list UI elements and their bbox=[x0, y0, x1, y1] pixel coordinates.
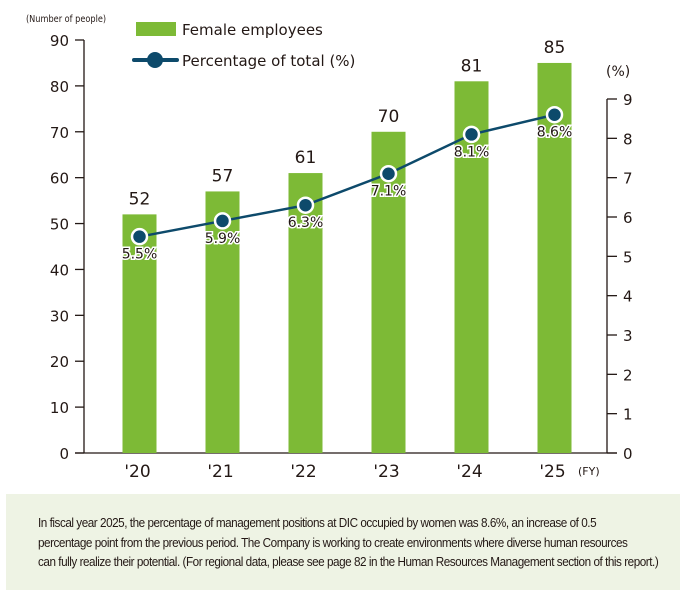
left-axis-tick-label: 80 bbox=[50, 78, 69, 96]
line-value-label: 7.1% bbox=[371, 184, 407, 200]
bar bbox=[537, 62, 572, 453]
left-axis-tick-label: 90 bbox=[50, 32, 69, 50]
right-axis: 0 1 2 3 4 5 6 7 8 9 bbox=[606, 91, 633, 463]
right-axis-tick-label: 1 bbox=[623, 406, 633, 424]
bar-value-label: 70 bbox=[378, 107, 400, 127]
right-axis-tick-label: 7 bbox=[623, 170, 633, 188]
legend: Female employees Percentage of total (%) bbox=[132, 21, 355, 70]
right-axis-tick-label: 5 bbox=[623, 248, 633, 266]
x-tick-label: '20 bbox=[124, 462, 150, 482]
x-tick-label: '23 bbox=[373, 462, 399, 482]
line-marker bbox=[545, 105, 564, 124]
left-axis-label: (Number of people) bbox=[26, 14, 106, 25]
left-axis-tick-label: 50 bbox=[50, 216, 69, 234]
bar-value-label: 85 bbox=[544, 38, 566, 58]
percentage-line: 5.5% 5.9% 6.3% 7.1% 8.1% 8.6% bbox=[120, 105, 574, 264]
legend-label-female-employees: Female employees bbox=[182, 21, 323, 39]
line-path bbox=[139, 113, 555, 238]
line-value-label: 6.3% bbox=[288, 215, 324, 231]
bar bbox=[205, 191, 240, 453]
note-box: In fiscal year 2025, the percentage of m… bbox=[6, 494, 680, 590]
bar-value-label: 81 bbox=[461, 56, 483, 76]
bar bbox=[454, 81, 489, 454]
right-axis-label: (%) bbox=[606, 64, 630, 80]
right-axis-tick-label: 2 bbox=[623, 366, 633, 384]
left-axis-tick-label: 40 bbox=[50, 261, 69, 279]
line-value-label: 5.9% bbox=[205, 231, 241, 247]
note-line: In fiscal year 2025, the percentage of m… bbox=[38, 516, 597, 530]
left-axis-tick-label: 20 bbox=[50, 353, 69, 371]
left-axis-tick-label: 60 bbox=[50, 170, 69, 188]
right-axis-tick-label: 4 bbox=[623, 288, 633, 306]
line-marker bbox=[379, 164, 398, 183]
bar-value-label: 61 bbox=[295, 148, 317, 168]
line-value-label: 5.5% bbox=[122, 247, 158, 263]
bars: 52 57 61 70 81 85 bbox=[122, 38, 572, 454]
right-axis-tick-label: 9 bbox=[623, 91, 633, 109]
note-line: percentage point from the previous perio… bbox=[38, 535, 628, 550]
bar bbox=[122, 214, 157, 453]
left-axis-tick-label: 70 bbox=[50, 124, 69, 142]
line-marker bbox=[296, 196, 315, 214]
note-line: can fully realize their potential. (For … bbox=[38, 555, 659, 569]
left-axis-tick-label: 0 bbox=[59, 445, 69, 463]
bar-value-label: 57 bbox=[212, 166, 234, 186]
line-marker bbox=[462, 125, 481, 144]
left-axis-tick-label: 10 bbox=[50, 399, 69, 417]
left-axis: 0 10 20 30 40 50 60 70 80 90 bbox=[50, 32, 617, 463]
legend-label-percentage: Percentage of total (%) bbox=[182, 52, 355, 70]
legend-swatch-female-employees bbox=[136, 22, 176, 36]
bar bbox=[288, 173, 323, 454]
x-tick-label: '22 bbox=[290, 462, 316, 482]
x-tick-labels: '20 '21 '22 '23 '24 '25 bbox=[124, 462, 565, 482]
line-value-label: 8.6% bbox=[537, 125, 573, 141]
right-axis-tick-label: 3 bbox=[623, 327, 633, 345]
chart: (Number of people) (%) (FY) 010203040506… bbox=[26, 14, 633, 482]
x-unit-label: (FY) bbox=[578, 465, 600, 478]
x-tick-label: '24 bbox=[456, 462, 482, 482]
bar-value-label: 52 bbox=[129, 189, 151, 209]
right-axis-tick-label: 6 bbox=[623, 209, 633, 227]
x-tick-label: '25 bbox=[539, 462, 565, 482]
legend-marker-swatch bbox=[147, 52, 163, 68]
note-text: In fiscal year 2025, the percentage of m… bbox=[38, 514, 661, 573]
bar bbox=[371, 131, 406, 453]
right-axis-tick-label: 8 bbox=[623, 130, 633, 148]
x-tick-label: '21 bbox=[207, 462, 233, 482]
line-marker bbox=[213, 212, 232, 230]
right-axis-tick-label: 0 bbox=[623, 445, 633, 463]
left-axis-tick-label: 30 bbox=[50, 307, 69, 325]
line-value-label: 8.1% bbox=[454, 144, 490, 160]
line-marker bbox=[130, 227, 149, 246]
